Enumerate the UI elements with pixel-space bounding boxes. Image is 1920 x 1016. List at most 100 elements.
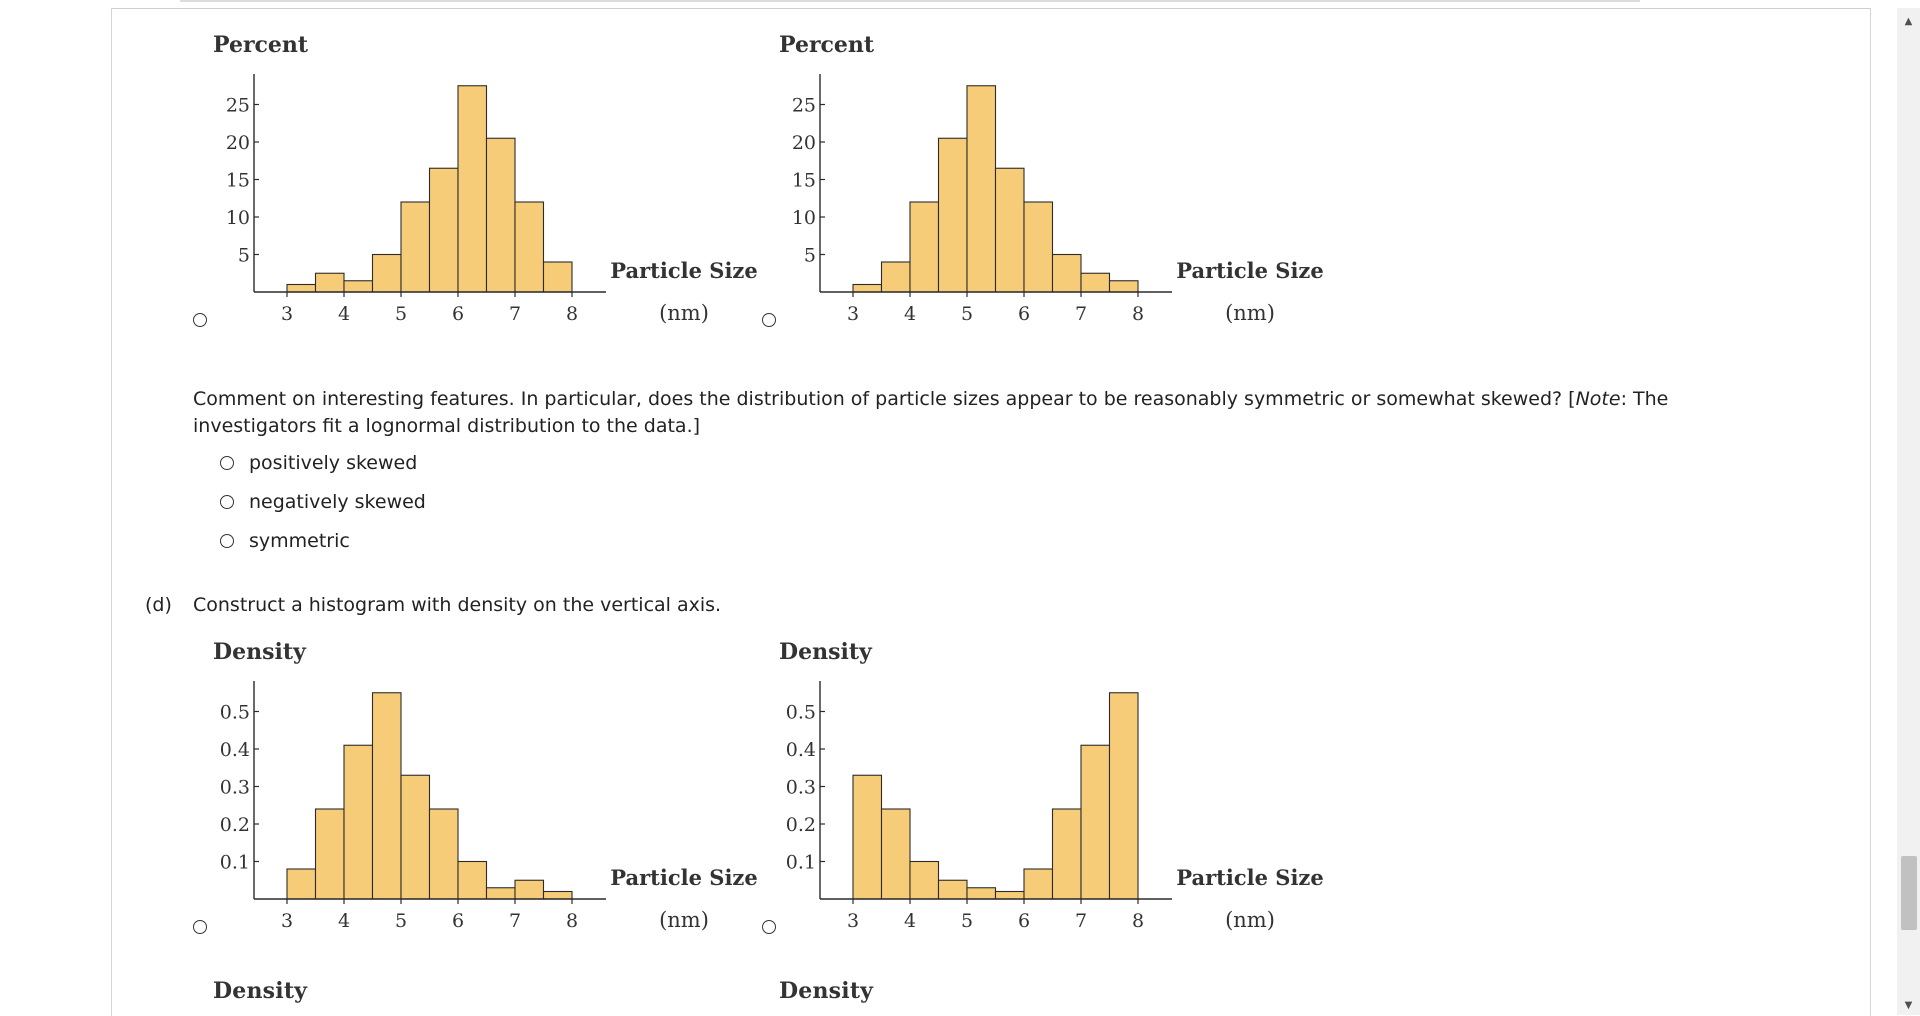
x-axis-label: Particle Size — [610, 865, 757, 890]
histogram-bar — [286, 283, 317, 293]
x-axis-label: Particle Size — [1176, 865, 1323, 890]
y-tick-label: 0.3 — [220, 777, 250, 799]
option-positively-skewed[interactable]: positively skewed — [220, 451, 520, 475]
next-chart-ylabel: Density — [779, 978, 874, 1004]
option-negatively-skewed[interactable]: negatively skewed — [220, 490, 520, 514]
histogram-bar — [457, 85, 488, 293]
y-tick-label: 0.2 — [220, 814, 250, 836]
top-divider — [180, 0, 1640, 2]
x-axis-label: Particle Size — [610, 258, 757, 283]
x-tick-label: 8 — [1132, 303, 1144, 325]
prompt-text-line2: investigators fit a lognormal distributi… — [193, 415, 701, 437]
x-tick-label: 6 — [452, 910, 464, 932]
histogram-bar — [514, 201, 545, 293]
histogram-bar — [371, 692, 402, 900]
y-tick-label: 0.4 — [220, 739, 250, 761]
histogram-bar — [428, 167, 459, 293]
x-tick-label: 4 — [338, 910, 350, 932]
x-tick-label: 8 — [566, 910, 578, 932]
histogram-bar — [371, 253, 402, 293]
y-tick-label: 0.3 — [786, 777, 816, 799]
vertical-scrollbar[interactable]: ▲ ▼ — [1897, 8, 1920, 1015]
y-tick-label: 5 — [238, 245, 250, 267]
prompt-text: Comment on interesting features. In part… — [193, 388, 1576, 410]
histogram-bar — [880, 808, 911, 900]
histogram-bar — [542, 890, 573, 900]
option-symmetric[interactable]: symmetric — [220, 529, 520, 553]
histogram-bar — [880, 261, 911, 293]
y-tick-label: 0.2 — [786, 814, 816, 836]
y-axis-label: Density — [779, 639, 873, 665]
histogram-bar — [343, 280, 374, 293]
y-axis-label: Percent — [213, 32, 309, 58]
histogram-bar — [937, 137, 968, 293]
histogram-bar — [966, 85, 997, 293]
histogram-svg: Percent 5 10 15 20 25 3 4 5 6 7 8 Particle Size (nm) — [779, 32, 1324, 325]
histogram-bar — [994, 167, 1025, 293]
part-d-label: (d) — [145, 594, 172, 616]
x-tick-label: 5 — [961, 303, 973, 325]
histogram-bar — [852, 774, 883, 900]
histogram-bar — [514, 879, 545, 900]
histogram-bar — [457, 860, 488, 900]
histogram-bar — [1051, 253, 1082, 293]
radio-histogram-c1[interactable] — [193, 313, 207, 327]
scrollbar-thumb[interactable] — [1901, 856, 1917, 930]
radio-histogram-d1[interactable] — [193, 920, 207, 934]
question-c-prompt: Comment on interesting features. In part… — [193, 386, 1753, 440]
radio-button[interactable] — [220, 495, 234, 509]
option-label: negatively skewed — [249, 491, 426, 513]
histogram-bar — [314, 808, 345, 900]
option-label: positively skewed — [249, 452, 418, 474]
y-tick-label: 25 — [792, 95, 816, 117]
scroll-down-arrow-icon[interactable]: ▼ — [1904, 1000, 1913, 1011]
y-axis-label: Density — [213, 639, 307, 665]
histogram-bar — [909, 860, 940, 900]
histogram-bar — [994, 890, 1025, 900]
histogram-bar — [400, 201, 431, 293]
histogram-bar — [1108, 692, 1139, 900]
x-tick-label: 6 — [1018, 303, 1030, 325]
x-tick-label: 7 — [509, 303, 521, 325]
prompt-note: Note — [1575, 388, 1621, 410]
y-tick-label: 15 — [226, 170, 250, 192]
scroll-up-arrow-icon[interactable]: ▲ — [1904, 16, 1913, 27]
x-tick-label: 3 — [847, 303, 859, 325]
histogram-bar — [1108, 280, 1139, 293]
histogram-option-c2: Percent 5 10 15 20 25 3 4 5 6 7 8 Particle Size (nm) — [766, 30, 1326, 340]
histogram-bar — [542, 261, 573, 293]
histogram-bar — [400, 774, 431, 900]
y-tick-label: 0.4 — [786, 739, 816, 761]
x-tick-label: 5 — [395, 303, 407, 325]
histogram-option-d1: Density 0.1 0.2 0.3 0.4 0.5 3 4 5 6 7 8 Particle Siz… — [200, 637, 760, 947]
y-tick-label: 0.5 — [220, 702, 250, 724]
histogram-bar — [1023, 868, 1054, 900]
x-tick-label: 6 — [452, 303, 464, 325]
x-tick-label: 8 — [566, 303, 578, 325]
x-tick-label: 5 — [395, 910, 407, 932]
x-tick-label: 7 — [509, 910, 521, 932]
histogram-bar — [1080, 744, 1111, 900]
x-tick-label: 4 — [904, 910, 916, 932]
radio-histogram-d2[interactable] — [762, 920, 776, 934]
x-tick-label: 3 — [281, 303, 293, 325]
x-tick-label: 5 — [961, 910, 973, 932]
prompt-text-cont: : The — [1620, 388, 1669, 410]
x-tick-label: 8 — [1132, 910, 1144, 932]
radio-button[interactable] — [220, 456, 234, 470]
y-tick-label: 25 — [226, 95, 250, 117]
part-d-prompt: Construct a histogram with density on th… — [193, 594, 722, 616]
histogram-bar — [1023, 201, 1054, 293]
content-frame — [111, 8, 1871, 1016]
x-axis-unit-label: (nm) — [659, 301, 709, 325]
x-tick-label: 4 — [904, 303, 916, 325]
y-tick-label: 15 — [792, 170, 816, 192]
histogram-bar — [314, 272, 345, 293]
y-axis-label: Percent — [779, 32, 875, 58]
histogram-bar — [937, 879, 968, 900]
x-tick-label: 3 — [281, 910, 293, 932]
histogram-bar — [909, 201, 940, 293]
histogram-bar — [1051, 808, 1082, 900]
radio-histogram-c2[interactable] — [762, 313, 776, 327]
radio-button[interactable] — [220, 534, 234, 548]
